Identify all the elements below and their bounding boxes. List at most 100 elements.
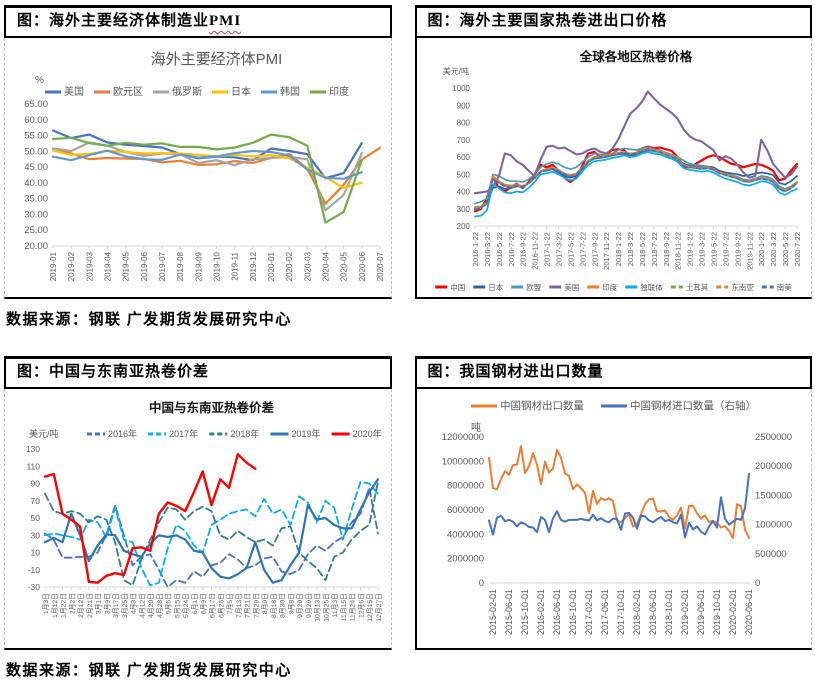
svg-text:2016-06-01: 2016-06-01 [552,589,562,635]
svg-text:2017-06-01: 2017-06-01 [600,589,610,635]
panel-hrc-prices: 图：海外主要国家热卷进出口价格 全球各地区热卷价格 美元/吨 200 300 400 50… [414,5,812,299]
legend-item-0: 美国 [45,85,84,98]
legend-item-0: 中国 [434,282,465,292]
svg-text:2019-03: 2019-03 [85,251,94,281]
svg-text:1月3日: 1月3日 [42,593,50,614]
svg-text:2016-02-01: 2016-02-01 [536,589,546,635]
panel-hrc-prices-header: 图：海外主要国家热卷进出口价格 [414,5,812,38]
svg-text:2016年: 2016年 [108,428,137,439]
svg-text:2000000: 2000000 [447,553,484,564]
svg-text:2020-05: 2020-05 [340,251,349,281]
svg-text:6月9日: 6月9日 [200,593,208,614]
svg-text:2月12日: 2月12日 [77,593,85,618]
svg-text:2020-03: 2020-03 [303,251,312,281]
legend-item-2: 俄罗斯 [153,85,202,98]
svg-text:东南亚: 东南亚 [731,282,754,292]
svg-text:2019-11-22: 2019-11-22 [745,232,754,270]
svg-text:2018-5-22: 2018-5-22 [637,232,646,266]
svg-text:印度: 印度 [602,282,617,292]
svg-text:2019-06: 2019-06 [140,251,149,281]
svg-text:65.00: 65.00 [24,99,48,110]
svg-text:3月9日: 3月9日 [103,593,111,614]
svg-text:7月29日: 7月29日 [252,593,260,618]
svg-text:中国钢材进口数量（右轴）: 中国钢材进口数量（右轴） [630,399,756,412]
svg-text:2019-7-22: 2019-7-22 [721,232,730,266]
svg-text:2017-02-01: 2017-02-01 [584,589,594,635]
legend-item-1: 日本 [472,282,503,292]
svg-text:2017-9-22: 2017-9-22 [590,232,599,266]
svg-text:中国: 中国 [450,282,465,292]
svg-text:50.00: 50.00 [24,146,48,157]
panel-pmi-body: 海外主要经济体PMI% 20.00 25.00 30.00 35.00 40.00 45.0… [4,37,392,299]
svg-text:2020-04: 2020-04 [322,251,331,281]
svg-text:2019-10-01: 2019-10-01 [712,589,722,635]
legend-item-2: 欧盟 [510,282,541,292]
svg-text:-30: -30 [28,582,41,592]
svg-text:2017年: 2017年 [169,428,198,439]
svg-text:2018-7-22: 2018-7-22 [649,232,658,266]
svg-text:中国与东南亚热卷价差: 中国与东南亚热卷价差 [149,400,274,415]
source-note-top: 数据来源：钢联 广发期货发展研究中心 [6,311,292,328]
series-line-4 [43,452,257,584]
svg-text:美元/吨: 美元/吨 [29,428,59,439]
svg-text:12月15日: 12月15日 [366,593,374,622]
svg-text:2015-02-01: 2015-02-01 [488,589,498,635]
svg-text:110: 110 [26,461,40,471]
svg-text:1月12日: 1月12日 [51,593,59,618]
legend-item-7: 东南亚 [715,282,754,292]
svg-text:2015-06-01: 2015-06-01 [504,589,514,635]
svg-text:1000000: 1000000 [755,519,792,530]
svg-text:美国: 美国 [564,282,579,292]
svg-text:2019-08: 2019-08 [176,251,185,281]
legend-item-1: 欧元区 [94,86,143,98]
svg-text:2019-02: 2019-02 [67,251,76,281]
svg-text:2017-7-22: 2017-7-22 [578,232,587,266]
svg-text:2020-01: 2020-01 [267,251,276,281]
legend-item-4: 韩国 [261,85,300,98]
svg-text:1月22日: 1月22日 [60,593,68,618]
svg-text:2019-9-22: 2019-9-22 [733,232,742,266]
svg-text:2020年: 2020年 [353,428,382,439]
source-note-bottom: 数据来源：钢联 广发期货发展研究中心 [6,662,292,679]
svg-text:7月13日: 7月13日 [235,593,243,618]
svg-text:800: 800 [456,118,470,127]
svg-text:11月24日: 11月24日 [349,593,357,621]
chart-pmi: 海外主要经济体PMI% 20.00 25.00 30.00 35.00 40.00 45.0… [5,38,391,297]
svg-text:2020-06: 2020-06 [358,251,367,281]
series-line-3 [43,477,380,584]
figure-row-top: 图：海外主要经济体制造业PMI 海外主要经济体PMI% 20.00 25.00 30.… [4,5,812,299]
legend-item-5: 印度 [310,85,349,98]
svg-text:500000: 500000 [755,548,787,559]
svg-text:2019-12: 2019-12 [249,251,258,281]
svg-text:8月18日: 8月18日 [270,593,278,618]
svg-text:2018年: 2018年 [230,428,259,439]
chart-svg-0: 海外主要经济体PMI% 20.00 25.00 30.00 35.00 40.00 45.0… [24,51,385,281]
svg-text:300: 300 [456,205,470,214]
svg-text:2019年: 2019年 [291,428,320,439]
svg-text:全球各地区热卷价格: 全球各地区热卷价格 [578,49,692,64]
panel-hrc-prices-body: 全球各地区热卷价格 美元/吨 200 300 400 500 600 700 800 900 100… [414,37,812,299]
legend-item-0: 2016年 [87,428,137,439]
svg-text:9月29日: 9月29日 [305,593,313,618]
chart-svg-3: 吨020000004000000600000080000001000000012… [441,399,792,635]
svg-text:1000: 1000 [452,84,470,93]
series-line-4 [51,149,363,180]
svg-text:海外主要经济体PMI: 海外主要经济体PMI [151,51,283,68]
series-line-1 [473,149,798,209]
svg-text:2020-3-22: 2020-3-22 [769,232,778,266]
svg-text:5月6日: 5月6日 [165,593,173,614]
svg-text:2017-3-22: 2017-3-22 [554,232,563,266]
legend-item-0: 中国钢材出口数量 [470,399,584,412]
legend-item-3: 2019年 [270,428,321,439]
svg-text:2019-3-22: 2019-3-22 [697,232,706,266]
svg-text:0: 0 [755,578,760,589]
series-line-4 [473,147,798,210]
svg-text:吨: 吨 [471,421,481,434]
svg-text:2016-10-01: 2016-10-01 [568,589,578,635]
svg-text:2018-06-01: 2018-06-01 [648,589,658,635]
svg-text:3月17日: 3月17日 [112,593,120,618]
svg-text:5月15日: 5月15日 [173,593,181,618]
svg-text:美国: 美国 [64,85,84,98]
svg-text:土耳其: 土耳其 [685,282,708,292]
